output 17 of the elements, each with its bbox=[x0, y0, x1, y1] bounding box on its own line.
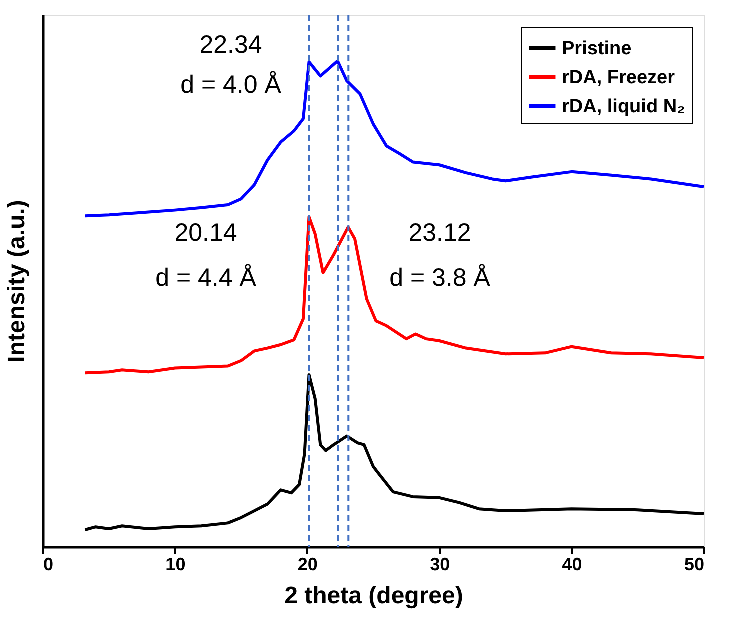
annotation: 20.14 bbox=[174, 219, 238, 247]
x-axis-title: 2 theta (degree) bbox=[284, 582, 464, 610]
annotation: 23.12 bbox=[408, 219, 472, 247]
x-tick-label: 10 bbox=[166, 554, 186, 574]
annotation: d = 4.4 Å bbox=[156, 264, 257, 292]
x-tick-label: 0 bbox=[44, 554, 54, 574]
y-axis-title: Intensity (a.u.) bbox=[4, 200, 30, 363]
legend-label: rDA, liquid N₂ bbox=[562, 96, 686, 118]
x-tick-label: 20 bbox=[298, 554, 318, 574]
annotation: d = 3.8 Å bbox=[390, 264, 491, 292]
text: 22.34 bbox=[200, 31, 262, 59]
legend-label: Pristine bbox=[562, 38, 632, 60]
legend-label: rDA, Freezer bbox=[562, 68, 676, 88]
x-tick-label: 40 bbox=[562, 554, 582, 574]
annotation: d = 4.0 Å bbox=[180, 71, 282, 99]
x-tick-label: 50 bbox=[684, 554, 704, 574]
x-tick-label: 30 bbox=[430, 554, 450, 574]
